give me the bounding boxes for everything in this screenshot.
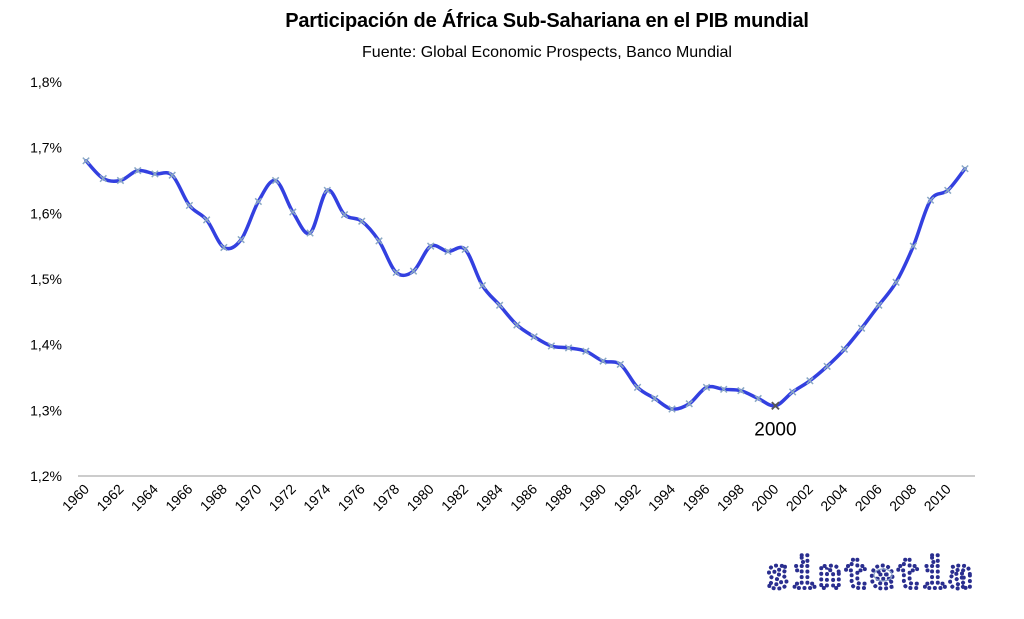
data-point xyxy=(185,201,194,210)
data-point xyxy=(857,324,866,332)
data-point xyxy=(530,333,538,341)
data-point xyxy=(237,235,245,244)
x-tick-label: 1974 xyxy=(300,481,333,514)
annotation-label: 2000 xyxy=(754,420,796,441)
data-point xyxy=(133,166,142,175)
data-point xyxy=(754,394,762,403)
annotation-point xyxy=(771,401,780,410)
logo-swirl xyxy=(873,568,893,582)
data-point xyxy=(737,386,745,395)
data-point xyxy=(271,176,280,185)
data-point xyxy=(909,242,918,250)
y-tick-label: 1,7% xyxy=(30,140,62,156)
x-tick-label: 1962 xyxy=(93,481,126,514)
x-tick-label: 1992 xyxy=(610,481,643,514)
x-tick-label: 1988 xyxy=(541,481,574,514)
x-tick-label: 2008 xyxy=(886,481,919,514)
data-point xyxy=(426,242,435,250)
data-point xyxy=(99,174,107,183)
data-point xyxy=(358,217,366,225)
data-point xyxy=(633,383,642,392)
data-point xyxy=(151,170,159,178)
data-markers xyxy=(82,157,969,413)
data-point xyxy=(840,345,849,353)
data-point xyxy=(82,157,90,165)
data-point xyxy=(461,245,469,254)
data-point xyxy=(289,208,297,216)
data-point xyxy=(668,405,676,413)
data-point xyxy=(719,385,728,394)
data-point xyxy=(323,186,332,195)
y-tick-label: 1,2% xyxy=(30,468,62,484)
x-tick-label: 1982 xyxy=(438,481,471,514)
data-point xyxy=(926,196,935,204)
logo-text: sintetia xyxy=(766,552,975,598)
x-tick-label: 2006 xyxy=(852,481,885,514)
y-axis: 1,2% 1,3% 1,4% 1,5% 1,6% 1,7% 1,8% xyxy=(30,74,62,484)
x-tick-label: 1998 xyxy=(714,481,747,514)
data-point xyxy=(806,377,814,385)
data-point xyxy=(306,229,314,237)
y-tick-label: 1,3% xyxy=(30,402,62,418)
data-point xyxy=(616,360,625,369)
x-tick-label: 1966 xyxy=(162,481,195,514)
data-point xyxy=(409,267,418,275)
x-tick-label: 1960 xyxy=(59,481,92,514)
x-tick-label: 2002 xyxy=(783,481,816,514)
x-tick-label: 1964 xyxy=(128,481,161,514)
x-tick-label: 1980 xyxy=(403,481,436,514)
data-point xyxy=(892,278,900,287)
chart-subtitle: Fuente: Global Economic Prospects, Banco… xyxy=(362,44,732,61)
x-tick-label: 1972 xyxy=(266,481,299,514)
x-tick-label: 1994 xyxy=(645,481,678,514)
data-point xyxy=(168,171,176,179)
data-point xyxy=(961,164,969,173)
sintetia-logo: sintetia xyxy=(764,550,975,600)
data-point xyxy=(564,344,573,352)
annotations: 2000 xyxy=(754,401,797,441)
data-point xyxy=(702,383,711,392)
y-tick-label: 1,4% xyxy=(30,337,62,353)
series-line xyxy=(84,159,967,411)
x-tick-label: 1986 xyxy=(507,481,540,514)
y-tick-label: 1,8% xyxy=(30,74,62,90)
x-tick-label: 2010 xyxy=(921,481,954,514)
chart-title: Participación de África Sub-Sahariana en… xyxy=(285,10,809,32)
data-point xyxy=(599,357,607,365)
data-point xyxy=(685,400,693,408)
y-tick-label: 1,5% xyxy=(30,271,62,287)
data-point xyxy=(495,301,504,309)
x-tick-label: 1984 xyxy=(472,481,505,514)
data-point xyxy=(478,281,487,290)
data-point xyxy=(513,321,521,329)
data-point xyxy=(547,342,556,350)
x-axis: 1960 1962 1964 1966 1968 1970 1972 1974 1976 1978… xyxy=(59,481,954,514)
data-point xyxy=(444,247,452,256)
data-point xyxy=(582,347,590,355)
x-tick-label: 1970 xyxy=(231,481,264,514)
data-point xyxy=(788,388,797,396)
data-point xyxy=(944,186,952,195)
x-tick-label: 1978 xyxy=(369,481,402,514)
data-point xyxy=(340,210,349,219)
x-tick-label: 1990 xyxy=(576,481,609,514)
data-point xyxy=(375,237,383,245)
data-point xyxy=(823,362,831,371)
data-point xyxy=(651,394,659,403)
data-point xyxy=(254,197,263,206)
x-tick-label: 2000 xyxy=(748,481,781,514)
x-tick-label: 1968 xyxy=(197,481,230,514)
data-point xyxy=(116,176,125,185)
x-tick-label: 2004 xyxy=(817,481,850,514)
data-point xyxy=(220,243,228,252)
data-point xyxy=(392,268,400,277)
y-tick-label: 1,6% xyxy=(30,205,62,221)
x-tick-label: 1996 xyxy=(679,481,712,514)
data-point xyxy=(875,301,883,309)
data-point xyxy=(202,216,211,224)
x-tick-label: 1976 xyxy=(335,481,368,514)
